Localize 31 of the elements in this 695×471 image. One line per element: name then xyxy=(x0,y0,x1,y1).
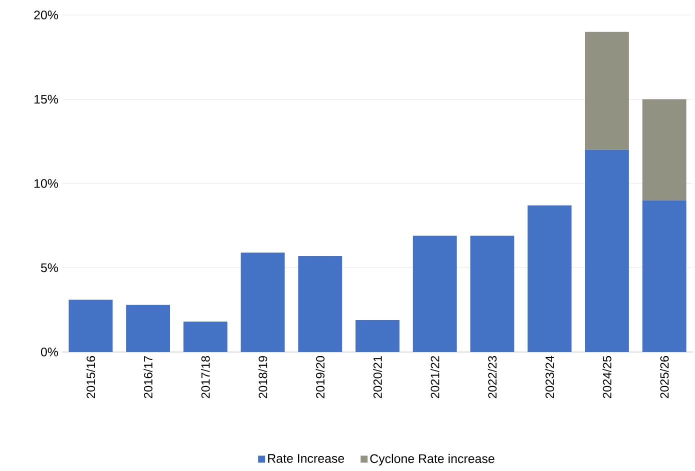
x-tick-label: 2020/21 xyxy=(373,356,382,398)
x-tick-label: 2018/19 xyxy=(258,356,268,398)
bar xyxy=(68,300,113,352)
x-tick-label: 2024/25 xyxy=(602,356,612,398)
x-tick-label: 2022/23 xyxy=(488,356,497,398)
bar xyxy=(584,32,629,150)
bar xyxy=(356,320,400,352)
x-tick-label: 2019/20 xyxy=(316,356,325,398)
y-tick-label: 20% xyxy=(34,10,58,20)
bar xyxy=(642,200,686,352)
x-tick-label: 2025/26 xyxy=(660,356,669,398)
y-tick-label: 0% xyxy=(40,348,58,356)
bar xyxy=(240,252,285,352)
y-tick-label: 5% xyxy=(40,263,58,272)
bar xyxy=(642,99,686,200)
x-tick-label: 2017/18 xyxy=(201,356,210,398)
bar xyxy=(584,150,629,352)
bar xyxy=(470,236,514,352)
x-tick-label: 2021/22 xyxy=(430,356,440,398)
y-tick-label: 10% xyxy=(34,179,58,188)
bar xyxy=(126,304,170,352)
x-tick-label: 2016/17 xyxy=(144,356,152,398)
bar xyxy=(528,205,572,352)
bar xyxy=(298,256,342,352)
y-tick-label: 15% xyxy=(34,94,58,104)
legend-label: Cyclone Rate increase xyxy=(370,454,494,466)
x-tick-label: 2023/24 xyxy=(545,356,554,398)
x-tick-label: 2015/16 xyxy=(86,356,96,398)
bar xyxy=(183,322,228,352)
bar xyxy=(412,236,457,352)
legend-label: Rate Increase xyxy=(268,454,344,463)
